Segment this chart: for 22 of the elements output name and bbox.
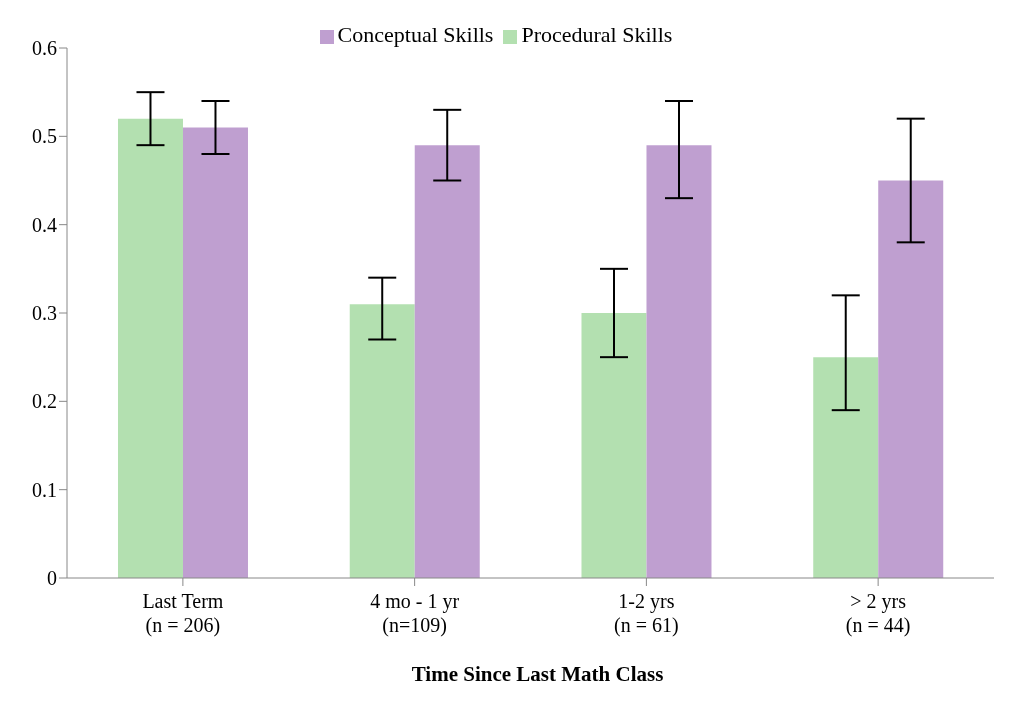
bar	[878, 180, 944, 578]
x-tick-label: Last Term (n = 206)	[142, 590, 224, 637]
y-tick-label: 0.5	[32, 125, 57, 148]
y-tick-label: 0.4	[32, 213, 57, 236]
bar	[349, 304, 415, 578]
legend-label: Procedural Skills	[521, 22, 673, 47]
bar	[182, 127, 248, 578]
y-tick-label: 0.2	[32, 390, 57, 413]
x-tick-label: 4 mo - 1 yr (n=109)	[370, 590, 460, 637]
bar	[813, 357, 879, 578]
x-tick-label: 1-2 yrs (n = 61)	[614, 590, 679, 637]
y-tick-label: 0.6	[32, 37, 57, 60]
legend-label: Conceptual Skills	[337, 22, 494, 47]
y-tick-label: 0.1	[32, 478, 57, 501]
bar	[646, 145, 712, 578]
bar	[414, 145, 480, 578]
x-axis-title: Time Since Last Math Class	[410, 662, 665, 687]
x-tick-label: > 2 yrs (n = 44)	[845, 590, 911, 637]
y-tick-label: 0.3	[32, 302, 57, 325]
bar	[117, 118, 183, 578]
y-tick-label: 0	[47, 567, 57, 590]
bar	[581, 313, 647, 578]
